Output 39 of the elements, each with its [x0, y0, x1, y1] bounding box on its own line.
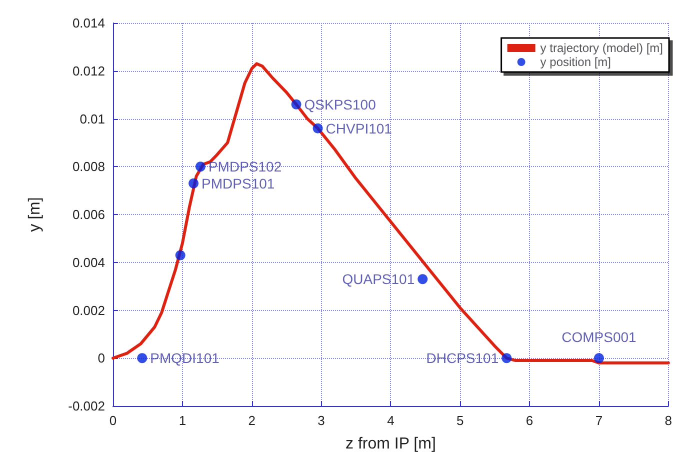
annotation: COMPS001 [562, 329, 637, 346]
y-tick-label: 0.014 [72, 16, 105, 30]
x-tick-label: 6 [526, 413, 534, 428]
x-tick-label: 5 [456, 413, 464, 428]
annotation: PMDPS102 [208, 158, 282, 175]
legend-label: y trajectory (model) [m] [540, 41, 664, 55]
annotation: PMDPS101 [202, 175, 275, 192]
point [502, 353, 512, 364]
annotation: DHCPS101 [426, 350, 499, 366]
x-tick-label: 1 [178, 413, 186, 428]
point [137, 353, 148, 364]
y-tick-label: 0.004 [72, 254, 105, 270]
x-tick-label: 7 [595, 413, 603, 428]
annotation: CHVPI101 [326, 120, 392, 136]
point [175, 250, 186, 260]
y-tick-label: 0.008 [72, 159, 105, 174]
y-tick-label: 0.002 [72, 302, 105, 318]
annotation: PMQDI101 [150, 350, 220, 366]
annotation: QUAPS101 [342, 271, 415, 288]
x-tick-label: 2 [248, 413, 256, 428]
y-tick-label: 0.006 [72, 207, 105, 222]
y-tick-label: 0.01 [80, 111, 105, 126]
y-tick-label: 0 [98, 350, 105, 366]
x-tick-label: 0 [109, 413, 117, 428]
legend-label: y position [m] [540, 55, 612, 69]
annotation: QSKPS100 [304, 96, 376, 112]
x-axis-title: z from IP [m] [345, 436, 436, 452]
y-tick-label: -0.002 [68, 398, 105, 414]
point [312, 123, 323, 134]
x-tick-label: 4 [387, 413, 394, 428]
point [291, 99, 302, 110]
y-tick-label: 0.012 [72, 63, 105, 78]
x-tick-label: 8 [664, 413, 672, 428]
point [195, 162, 206, 172]
point [418, 274, 428, 284]
x-tick-label: 3 [318, 413, 325, 428]
point [188, 178, 199, 188]
point [594, 353, 604, 364]
y-axis-title: y [m] [26, 197, 44, 232]
